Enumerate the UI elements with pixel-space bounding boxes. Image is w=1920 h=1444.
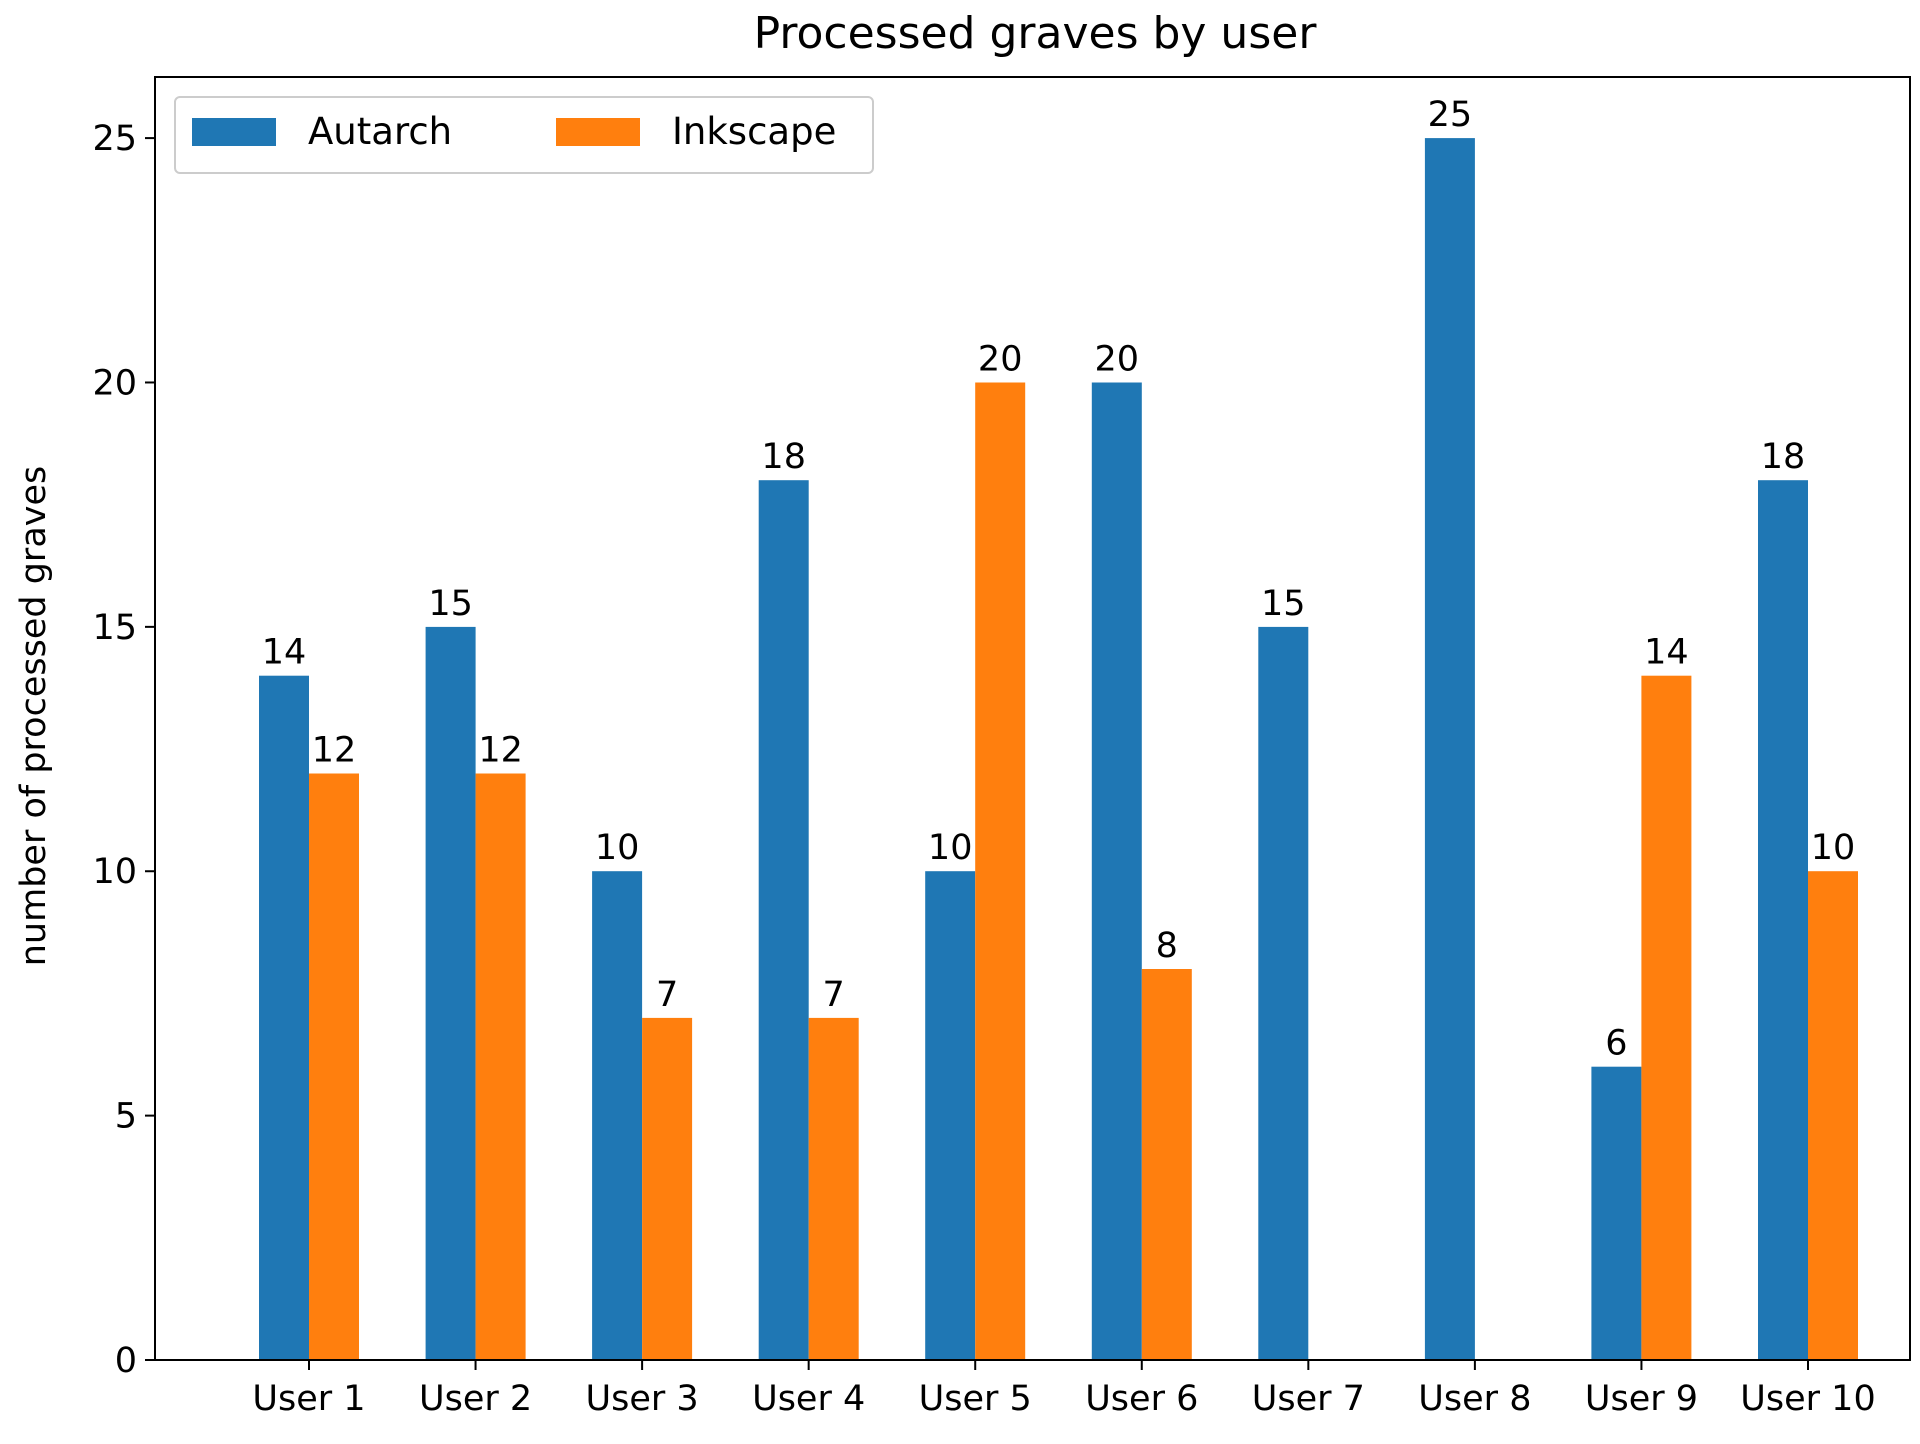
data-label-autarch-4: 18 [761, 437, 806, 477]
x-tick-label-7: User 7 [1252, 1379, 1365, 1419]
y-tick-label-20: 20 [92, 363, 137, 403]
data-label-autarch-7: 15 [1261, 584, 1306, 624]
data-label-autarch-2: 15 [428, 584, 473, 624]
plot-area: 14 15 10 18 10 20 15 25 6 18 12 12 7 7 20 8 14 10 0 5 10 15 20… [92, 76, 1911, 1419]
data-label-inkscape-1: 12 [312, 731, 357, 771]
legend-frame [174, 96, 874, 174]
x-tick-label-4: User 4 [752, 1379, 865, 1419]
y-tick-label-0: 0 [115, 1341, 137, 1381]
bar-inkscape-2 [475, 773, 526, 1360]
bar-autarch-10 [1758, 480, 1808, 1360]
bar-autarch-2 [425, 626, 476, 1360]
bar-autarch-3 [592, 871, 643, 1360]
bar-autarch-9 [1591, 1066, 1642, 1360]
x-tick-label-6: User 6 [1085, 1379, 1198, 1419]
y-tick-label-25: 25 [92, 119, 137, 159]
bar-inkscape-5 [975, 382, 1026, 1360]
y-tick-label-5: 5 [115, 1097, 137, 1137]
bar-autarch-4 [758, 480, 809, 1360]
data-label-inkscape-2: 12 [478, 731, 523, 771]
data-label-autarch-10: 18 [1761, 437, 1806, 477]
legend: Autarch Inkscape [174, 96, 874, 174]
x-tick-label-2: User 2 [419, 1379, 532, 1419]
data-label-inkscape-10: 10 [1811, 828, 1856, 868]
bar-autarch-1 [259, 675, 309, 1360]
y-tick-label-15: 15 [92, 608, 137, 648]
bar-inkscape-3 [642, 1017, 693, 1360]
bar-inkscape-10 [1808, 871, 1858, 1360]
data-label-autarch-6: 20 [1095, 340, 1140, 380]
legend-swatch-autarch [192, 118, 276, 146]
x-tick-label-3: User 3 [586, 1379, 699, 1419]
data-label-inkscape-4: 7 [823, 975, 845, 1015]
bar-inkscape-4 [808, 1017, 859, 1360]
x-tick-label-1: User 1 [252, 1379, 365, 1419]
x-tick-label-9: User 9 [1585, 1379, 1698, 1419]
bar-autarch-8 [1424, 138, 1475, 1361]
y-axis-label: number of processed graves [14, 466, 54, 967]
data-label-autarch-1: 14 [262, 633, 307, 673]
legend-label-autarch: Autarch [308, 110, 452, 153]
data-label-autarch-3: 10 [595, 828, 640, 868]
data-label-inkscape-3: 7 [656, 975, 678, 1015]
y-tick-label-10: 10 [92, 852, 137, 892]
x-tick-label-10: User 10 [1740, 1379, 1875, 1419]
data-label-autarch-5: 10 [928, 828, 973, 868]
x-tick-label-5: User 5 [919, 1379, 1032, 1419]
bar-inkscape-9 [1641, 675, 1692, 1360]
data-label-autarch-8: 25 [1428, 95, 1473, 135]
bar-inkscape-1 [309, 773, 359, 1360]
legend-label-inkscape: Inkscape [672, 110, 836, 153]
bar-inkscape-6 [1141, 969, 1192, 1360]
bar-autarch-6 [1091, 382, 1142, 1360]
bar-autarch-7 [1258, 626, 1309, 1360]
legend-swatch-inkscape [556, 118, 640, 146]
x-tick-label-8: User 8 [1418, 1379, 1531, 1419]
data-label-inkscape-5: 20 [978, 340, 1023, 380]
plot-frame [154, 76, 1911, 1361]
bar-autarch-5 [925, 871, 976, 1360]
data-label-inkscape-6: 8 [1156, 926, 1178, 966]
data-label-autarch-9: 6 [1605, 1024, 1627, 1064]
chart-title: Processed graves by user [754, 8, 1318, 59]
data-label-inkscape-9: 14 [1644, 633, 1689, 673]
